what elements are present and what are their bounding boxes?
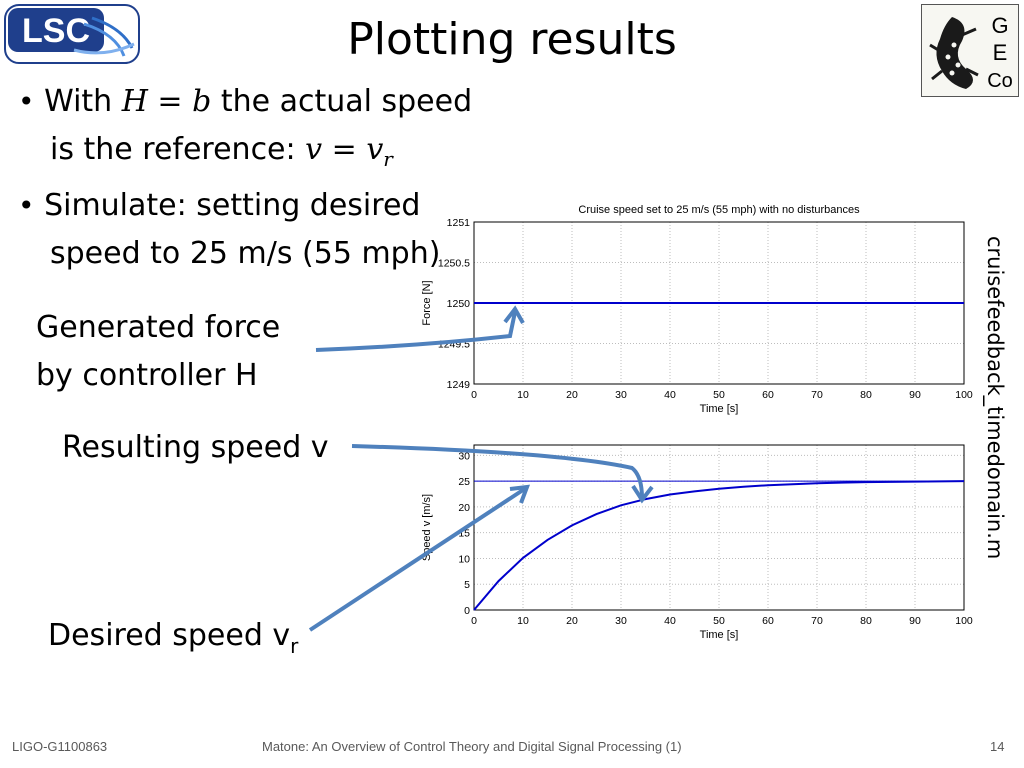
- x-tick-label: 30: [615, 615, 627, 627]
- plot-frame: [473, 444, 965, 611]
- arrow-speed-head-icon: [631, 484, 654, 504]
- x-tick-label: 50: [713, 615, 725, 627]
- bullet-2-line-2: speed to 25 m/s (55 mph): [50, 236, 441, 271]
- x-tick-label: 0: [471, 615, 477, 627]
- chart-title: Cruise speed set to 25 m/s (55 mph) with…: [578, 204, 860, 216]
- footer-slide-number: 14: [990, 739, 1005, 754]
- x-tick-label: 30: [615, 389, 627, 401]
- bullet-2-line1: Simulate: setting desired: [44, 188, 421, 223]
- x-tick-label: 60: [762, 615, 774, 627]
- slide-title: Plotting results: [347, 14, 677, 65]
- geco-letter-e: E: [993, 40, 1008, 65]
- geco-letter-co: Co: [987, 70, 1013, 92]
- x-tick-label: 10: [517, 615, 529, 627]
- x-tick-label: 10: [517, 389, 529, 401]
- x-tick-label: 70: [811, 615, 823, 627]
- x-axis-label: Time [s]: [700, 629, 739, 641]
- bullet-1: • With H = b the actual speed: [18, 78, 472, 126]
- bullet-2: • Simulate: setting desired: [18, 182, 420, 230]
- x-tick-label: 70: [811, 389, 823, 401]
- gecko-icon: G E Co: [929, 13, 1013, 92]
- bullet-1-line2-sub: r: [383, 147, 393, 171]
- bullet-1-suffix: the actual speed: [211, 84, 473, 119]
- annotation-desired: Desired speed vr: [48, 612, 298, 670]
- bullet-1-line2-text: is the reference:: [50, 132, 306, 167]
- y-axis-label: Speed v [m/s]: [421, 494, 433, 561]
- arrow-force: [315, 311, 517, 352]
- y-tick-label: 1249: [447, 379, 471, 391]
- series-line-1: [473, 480, 965, 611]
- lsc-logo-text: LSC: [22, 12, 90, 50]
- x-tick-label: 0: [471, 389, 477, 401]
- y-tick-label: 0: [464, 605, 470, 617]
- bullet-1-prefix: With: [44, 84, 122, 119]
- x-tick-label: 80: [860, 615, 872, 627]
- y-tick-label: 10: [458, 553, 470, 565]
- annotation-arrows: [308, 305, 654, 632]
- geco-letter-g: G: [991, 13, 1008, 38]
- x-tick-label: 100: [955, 615, 973, 627]
- x-tick-label: 40: [664, 615, 676, 627]
- force-chart: 0 10 20 30 40 50 60 70 80 90 10012491249.512501250…: [421, 204, 973, 415]
- annotation-desired-sub: r: [290, 634, 299, 658]
- x-tick-label: 60: [762, 389, 774, 401]
- footer-presentation-title: Matone: An Overview of Control Theory an…: [262, 739, 682, 754]
- x-tick-label: 100: [955, 389, 973, 401]
- x-tick-label: 90: [909, 389, 921, 401]
- annotation-force-line-1: Generated force: [36, 310, 281, 345]
- annotation-speed: Resulting speed v: [62, 430, 329, 465]
- x-tick-label: 50: [713, 389, 725, 401]
- y-tick-label: 1250: [447, 298, 471, 310]
- y-axis-label: Force [N]: [421, 280, 433, 325]
- arrow-desired-head-icon: [509, 484, 531, 504]
- y-tick-label: 15: [458, 528, 470, 540]
- x-axis-label: Time [s]: [700, 403, 739, 415]
- bullet-dot-icon: •: [18, 189, 35, 222]
- y-tick-label: 20: [458, 502, 470, 514]
- lsc-logo: LSC: [4, 4, 140, 64]
- y-tick-label: 1250.5: [438, 258, 470, 270]
- bullet-1-line2-math: v = v: [305, 132, 384, 167]
- y-tick-label: 5: [464, 579, 470, 591]
- y-tick-label: 30: [458, 450, 470, 462]
- arrow-force-head-icon: [503, 305, 525, 324]
- arrow-speed: [351, 444, 644, 499]
- annotation-force-line-2: by controller H: [36, 358, 258, 393]
- x-tick-label: 20: [566, 615, 578, 627]
- arrow-desired: [308, 486, 528, 632]
- speed-chart: 0 10 20 30 40 50 60 70 80 90 100 0 5 10 15 20 25 30 Time […: [421, 444, 973, 641]
- bullet-1-math: H = b: [121, 84, 212, 119]
- y-tick-label: 1251: [447, 217, 471, 229]
- x-tick-label: 20: [566, 389, 578, 401]
- y-tick-label: 25: [458, 476, 470, 488]
- x-tick-label: 80: [860, 389, 872, 401]
- script-filename-label: cruisefeedback_timedomain.m: [983, 236, 1007, 560]
- annotation-desired-text: Desired speed v: [48, 618, 291, 653]
- bullet-dot-icon: •: [18, 85, 35, 118]
- bullet-1-line-2: is the reference: v = vr: [50, 126, 393, 183]
- footer-document-id: LIGO-G1100863: [12, 739, 108, 754]
- x-tick-label: 40: [664, 389, 676, 401]
- x-tick-label: 90: [909, 615, 921, 627]
- geco-logo: G E Co: [921, 4, 1019, 97]
